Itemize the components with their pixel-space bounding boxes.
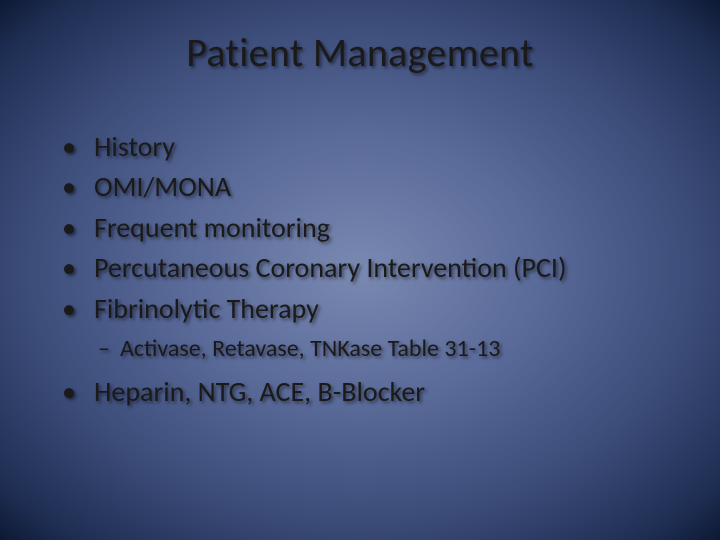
bullet-icon: • <box>62 169 76 205</box>
bullet-icon: • <box>62 210 76 246</box>
list-item-text: OMI/MONA <box>94 169 231 205</box>
slide-title: Patient Management <box>48 28 672 77</box>
list-item-text: Fibrinolytic Therapy <box>94 291 319 327</box>
list-item: • Frequent monitoring <box>62 210 672 246</box>
list-subitem: – Activase, Retavase, TNKase Table 31-13 <box>98 333 672 364</box>
bullet-icon: • <box>62 374 76 410</box>
slide: Patient Management • History • OMI/MONA … <box>0 0 720 540</box>
list-item: • History <box>62 129 672 165</box>
list-subitem-text: Activase, Retavase, TNKase Table 31-13 <box>120 333 500 364</box>
list-item: • Percutaneous Coronary Intervention (PC… <box>62 250 672 286</box>
bullet-icon: • <box>62 129 76 165</box>
list-item-text: Percutaneous Coronary Intervention (PCI) <box>94 250 567 286</box>
dash-icon: – <box>98 333 110 364</box>
list-item-text: History <box>94 129 175 165</box>
list-item: • Fibrinolytic Therapy <box>62 291 672 327</box>
slide-content: • History • OMI/MONA • Frequent monitori… <box>48 129 672 411</box>
list-item: • Heparin, NTG, ACE, B-Blocker <box>62 374 672 410</box>
list-item-text: Frequent monitoring <box>94 210 330 246</box>
list-item-text: Heparin, NTG, ACE, B-Blocker <box>94 374 425 410</box>
list-item: • OMI/MONA <box>62 169 672 205</box>
bullet-icon: • <box>62 250 76 286</box>
bullet-icon: • <box>62 291 76 327</box>
